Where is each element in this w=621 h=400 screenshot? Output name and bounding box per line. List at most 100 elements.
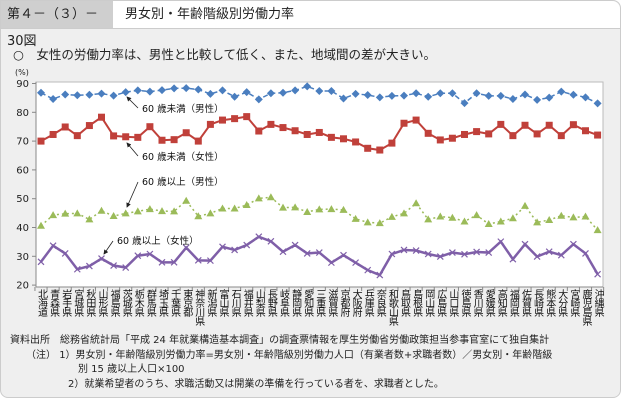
y-tick-label: 20	[16, 281, 29, 292]
x-tick-label: 宮城県	[71, 289, 83, 316]
x-tick-label: 和歌山県	[386, 289, 398, 325]
x-tick-label: 富山県	[217, 289, 228, 316]
data-point	[508, 214, 517, 222]
data-point	[291, 127, 299, 135]
data-point	[242, 88, 251, 97]
data-point	[352, 138, 360, 146]
data-point	[158, 136, 166, 144]
x-tick-label: 岐阜県	[277, 289, 289, 316]
data-point	[182, 129, 190, 137]
x-tick-label: 滋賀県	[325, 289, 337, 316]
note-1: 1）男女別・年齢階級別労働力率=男女別・年齢階級別労働力人口（有業者数+求職者数…	[59, 349, 553, 361]
series-label: 60 歳未満（男性）	[142, 103, 224, 115]
x-tick-label: 新潟県	[204, 289, 216, 316]
data-point	[73, 209, 82, 217]
data-point	[303, 130, 311, 138]
data-point	[49, 211, 58, 219]
data-point	[460, 217, 469, 225]
data-point	[279, 88, 287, 97]
data-point	[461, 130, 468, 138]
data-point	[243, 241, 251, 249]
data-point	[243, 113, 251, 121]
data-point	[122, 133, 130, 141]
data-point	[569, 90, 578, 99]
x-tick-label: 香川県	[471, 289, 483, 316]
x-tick-label: 栃木県	[132, 289, 144, 316]
series-0	[37, 82, 602, 108]
x-tick-label: 北海道	[35, 289, 47, 316]
data-point	[121, 88, 130, 97]
data-point	[255, 127, 263, 135]
data-point	[594, 270, 602, 278]
data-point	[521, 201, 529, 209]
data-point	[593, 99, 602, 108]
data-point	[351, 214, 360, 222]
data-point	[581, 93, 590, 102]
data-point	[206, 120, 214, 128]
x-tick-label: 宮崎県	[567, 289, 579, 316]
data-point	[533, 253, 541, 261]
data-point	[593, 226, 602, 234]
data-point	[363, 91, 372, 100]
data-point	[133, 86, 142, 95]
data-point	[569, 213, 578, 221]
x-tick-label: 秋田県	[83, 289, 95, 316]
data-point	[170, 136, 178, 144]
data-point	[400, 209, 408, 217]
data-point	[73, 265, 81, 273]
note-1-cont: 別 15 歳以上人口×100	[78, 364, 185, 375]
data-point	[424, 92, 433, 101]
series-label: 60 歳以上（男性）	[142, 176, 224, 188]
x-tick-label: 大阪府	[350, 289, 362, 316]
x-tick-label: 石川県	[229, 289, 241, 316]
series-label: 60 歳以上（女性）	[117, 235, 199, 247]
data-point	[206, 89, 215, 98]
data-point	[37, 258, 45, 266]
data-point	[206, 209, 215, 217]
data-point	[49, 95, 58, 104]
data-point	[279, 248, 287, 256]
data-point	[351, 89, 360, 98]
data-point	[545, 216, 554, 224]
data-point	[376, 271, 384, 279]
y-tick-label: 60	[16, 165, 29, 176]
x-tick-label: 神奈川県	[192, 289, 204, 325]
data-point	[376, 146, 384, 154]
data-point	[146, 123, 154, 131]
series-1	[37, 113, 602, 154]
data-point	[375, 93, 384, 102]
annotation-arrow	[126, 142, 139, 157]
note-2: 2）就業希望者のうち、求職活動又は開業の準備を行っている者を、求職者とした。	[68, 378, 444, 390]
data-point	[170, 207, 179, 215]
data-point	[170, 258, 178, 266]
series-2	[37, 193, 602, 234]
x-tick-label: 福井県	[241, 289, 253, 316]
data-point	[473, 248, 481, 256]
y-tick-label: 30	[16, 252, 29, 263]
data-point	[340, 135, 347, 143]
data-point	[134, 133, 142, 141]
data-point	[327, 259, 335, 267]
x-tick-label: 群馬県	[144, 289, 156, 316]
data-point	[73, 132, 81, 140]
data-point	[509, 132, 517, 140]
data-point	[145, 87, 154, 96]
data-point	[110, 262, 118, 269]
y-axis-unit: (%)	[15, 68, 29, 77]
data-point	[436, 89, 445, 98]
data-point	[473, 128, 481, 136]
y-tick-label: 90	[16, 79, 29, 90]
data-point	[110, 132, 118, 140]
data-point	[327, 133, 335, 141]
x-tick-label: 三重県	[313, 289, 325, 316]
data-point	[484, 220, 493, 228]
data-point	[206, 257, 214, 265]
data-point	[254, 194, 263, 202]
data-point	[85, 90, 94, 99]
x-tick-label: 山形県	[96, 289, 107, 316]
data-point	[315, 205, 324, 213]
data-point	[255, 233, 263, 241]
source-text: 総務省統計局「平成 24 年就業構造基本調査」の調査票情報を厚生労働省労働政策担…	[60, 335, 550, 346]
data-point	[496, 91, 505, 100]
data-point	[37, 88, 45, 97]
